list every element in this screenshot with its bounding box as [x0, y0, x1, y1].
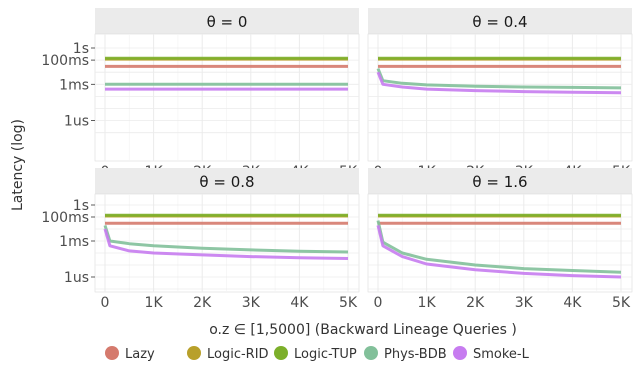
facet-strip-label: θ = 0	[207, 13, 248, 31]
x-tick-label: 1K	[145, 295, 164, 311]
y-tick-label: 1us	[64, 114, 89, 130]
x-tick-label: 5K	[612, 295, 631, 311]
facet-panel: θ = 0.401K2K3K4K5K	[367, 8, 633, 180]
panel-background	[94, 33, 360, 162]
panel-background	[367, 33, 633, 162]
legend-label: Logic-RID	[207, 347, 269, 362]
y-tick-label: 100ms	[41, 210, 89, 226]
facet-strip-label: θ = 1.6	[472, 173, 527, 191]
legend-label: Smoke-L	[473, 347, 530, 362]
y-tick-label: 1ms	[59, 234, 89, 250]
legend-item: Smoke-L	[453, 346, 530, 362]
y-tick-label: 100ms	[41, 53, 89, 69]
legend-key	[274, 346, 288, 360]
y-tick-label: 1ms	[59, 77, 89, 93]
y-axis-title: Latency (log)	[10, 119, 26, 211]
legend-key	[105, 346, 119, 360]
series-line	[376, 225, 622, 279]
facet-strip-label: θ = 0.4	[472, 13, 527, 31]
legend-key	[453, 346, 467, 360]
legend-key	[364, 346, 378, 360]
legend-key	[187, 346, 201, 360]
x-tick-label: 1K	[418, 295, 437, 311]
series-line	[376, 71, 622, 95]
x-axis-title: o.z ∈ [1,5000] (Backward Lineage Queries…	[209, 322, 517, 338]
facet-strip-label: θ = 0.8	[199, 173, 254, 191]
x-tick-label: 0	[374, 295, 383, 311]
facet-strip	[368, 168, 632, 194]
series-line	[103, 228, 349, 260]
legend-item: Lazy	[105, 346, 155, 362]
facet-strip	[95, 168, 359, 194]
x-tick-label: 4K	[290, 295, 309, 311]
x-tick-label: 2K	[466, 295, 485, 311]
x-tick-label: 0	[101, 295, 110, 311]
legend: Lazy Logic-RID Logic-TUP Phys-BDB Smoke-L	[105, 346, 530, 362]
panel-background	[94, 193, 360, 293]
x-tick-label: 3K	[515, 295, 534, 311]
facet-strip	[368, 8, 632, 34]
facet-panels: θ = 001K2K3K4K5K1s100ms1ms1usθ = 0.401K2…	[41, 8, 633, 311]
legend-item: Phys-BDB	[364, 346, 447, 362]
facet-strip	[95, 8, 359, 34]
y-tick-label: 1us	[64, 270, 89, 286]
legend-item: Logic-TUP	[274, 346, 357, 362]
x-tick-label: 2K	[193, 295, 212, 311]
x-tick-label: 4K	[563, 295, 582, 311]
y-tick-label: 1s	[73, 41, 89, 57]
series-line	[376, 68, 622, 90]
x-tick-label: 3K	[242, 295, 261, 311]
series-line	[103, 224, 349, 254]
facet-panel: θ = 1.6 0 1K 2K 3K 4K 5K	[367, 168, 633, 311]
x-tick-label: 5K	[339, 295, 358, 311]
legend-label: Lazy	[125, 347, 155, 362]
legend-label: Phys-BDB	[384, 347, 447, 362]
legend-item: Logic-RID	[187, 346, 269, 362]
series-line	[376, 220, 622, 274]
legend-label: Logic-TUP	[294, 347, 357, 362]
y-tick-label: 1s	[73, 198, 89, 214]
